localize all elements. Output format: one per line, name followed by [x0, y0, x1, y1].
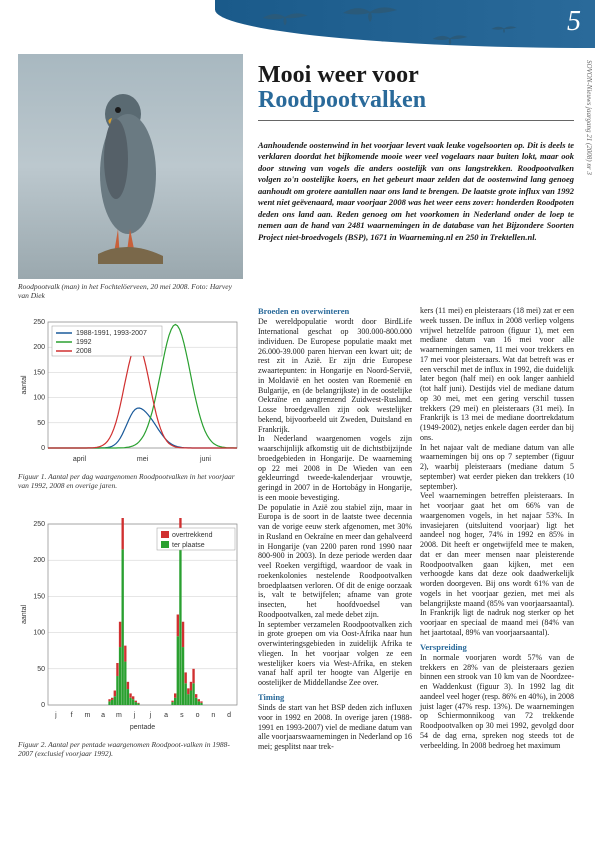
figure-1-caption: Figuur 1. Aantal per dag waargenomen Roo…: [18, 472, 243, 490]
svg-text:1988-1991, 1993-2007: 1988-1991, 1993-2007: [76, 330, 147, 337]
svg-text:j: j: [54, 712, 57, 719]
svg-text:250: 250: [33, 521, 45, 528]
svg-text:o: o: [196, 712, 200, 719]
svg-text:50: 50: [37, 666, 45, 673]
body-text: Sinds de start van het BSP deden zich in…: [258, 703, 412, 752]
svg-text:n: n: [211, 712, 215, 719]
svg-text:0: 0: [41, 445, 45, 452]
bird-silhouette-icon: [260, 8, 310, 26]
svg-text:ter plaatse: ter plaatse: [172, 542, 205, 549]
svg-text:a: a: [101, 712, 105, 719]
svg-text:d: d: [227, 712, 231, 719]
svg-text:50: 50: [37, 420, 45, 427]
title-rule: [258, 120, 574, 121]
svg-text:aantal: aantal: [21, 375, 28, 395]
body-text: kers (11 mei) en pleisteraars (18 mei) z…: [420, 306, 574, 443]
svg-text:aantal: aantal: [21, 605, 28, 625]
bird-silhouette-icon: [340, 2, 400, 24]
svg-text:s: s: [180, 712, 184, 719]
journal-side-text: SOVON-Nieuws jaargang 21 (2008) nr 3: [585, 60, 593, 175]
bird-silhouette-icon: [430, 32, 470, 46]
svg-text:200: 200: [33, 344, 45, 351]
svg-text:150: 150: [33, 593, 45, 600]
figure-1-chart: 0 50 100 150 200 250 aantal april mei juni 1988-19…: [18, 316, 243, 466]
body-text: In september verzamelen Roodpootvalken z…: [258, 620, 412, 688]
svg-text:250: 250: [33, 319, 45, 326]
figure-2-chart: 0 50 100 150 200 250 aantal j f m a m j j a s o n d pentade…: [18, 518, 243, 733]
heading-verspreiding: Verspreiding: [420, 642, 574, 652]
svg-text:1992: 1992: [76, 339, 92, 346]
svg-text:150: 150: [33, 369, 45, 376]
svg-text:overtrekkend: overtrekkend: [172, 532, 213, 539]
svg-text:2008: 2008: [76, 348, 92, 355]
svg-text:m: m: [84, 712, 90, 719]
svg-text:j: j: [149, 712, 152, 719]
title-line-2: Roodpootvalken: [258, 87, 578, 114]
bird-silhouette-icon: [490, 24, 518, 34]
svg-text:pentade: pentade: [130, 724, 155, 731]
body-text: In normale voorjaren wordt 57% van de tr…: [420, 653, 574, 751]
svg-text:m: m: [116, 712, 122, 719]
svg-text:juni: juni: [199, 456, 211, 463]
svg-text:a: a: [164, 712, 168, 719]
body-text: Veel waarnemingen betreffen pleisteraars…: [420, 491, 574, 637]
svg-text:f: f: [71, 712, 73, 719]
line-chart-icon: 0 50 100 150 200 250 aantal april mei juni 1988-19…: [18, 316, 243, 466]
svg-text:200: 200: [33, 557, 45, 564]
svg-text:100: 100: [33, 395, 45, 402]
svg-text:april: april: [73, 456, 87, 463]
intro-paragraph: Aanhoudende oostenwind in het voorjaar l…: [258, 140, 574, 243]
body-column-2: kers (11 mei) en pleisteraars (18 mei) z…: [420, 306, 574, 750]
svg-text:0: 0: [41, 702, 45, 709]
heading-timing: Timing: [258, 692, 412, 702]
hero-photo: [18, 54, 243, 279]
article-title: Mooi weer voor Roodpootvalken: [258, 62, 578, 121]
figure-2-caption: Figuur 2. Aantal per pentade waargenomen…: [18, 740, 243, 758]
svg-text:j: j: [133, 712, 136, 719]
bar-chart-icon: 0 50 100 150 200 250 aantal j f m a m j j a s o n d pentade…: [18, 518, 243, 733]
falcon-photo-icon: [68, 84, 188, 264]
body-column-1: Broeden en overwinteren De wereldpopulat…: [258, 306, 412, 752]
body-text: In Nederland waargenomen vogels zijn waa…: [258, 434, 412, 502]
body-text: De wereldpopulatie wordt door BirdLife I…: [258, 317, 412, 434]
svg-text:mei: mei: [137, 456, 149, 463]
body-text: In het najaar valt de mediane datum van …: [420, 443, 574, 492]
title-line-1: Mooi weer voor: [258, 62, 578, 89]
body-text: De populatie in Azië zou stabiel zijn, m…: [258, 503, 412, 620]
photo-caption: Roodpootvalk (man) in het Fochtelöerveen…: [18, 282, 243, 300]
heading-broeden: Broeden en overwinteren: [258, 306, 412, 316]
page-number: 5: [567, 6, 581, 38]
svg-text:100: 100: [33, 630, 45, 637]
